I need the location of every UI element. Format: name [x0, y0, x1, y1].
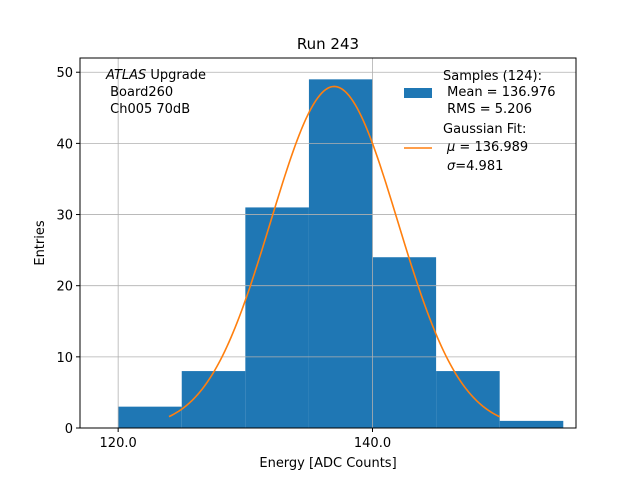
- histogram-bar-4: [372, 257, 437, 428]
- board-label: Board260: [106, 85, 173, 100]
- svg-text:σ=4.981: σ=4.981: [447, 159, 503, 174]
- y-axis-ticks: 0 10 20 30 40 50: [56, 66, 80, 437]
- histogram-bar-1: [181, 371, 246, 428]
- upgrade-label: Upgrade: [146, 68, 206, 83]
- x-tick-label-0: 120.0: [100, 436, 137, 451]
- y-tick-label-0: 0: [65, 422, 73, 437]
- chart-title: Run 243: [297, 35, 359, 53]
- x-tick-label-1: 140.0: [354, 436, 391, 451]
- x-axis-label: Energy [ADC Counts]: [259, 456, 396, 471]
- atlas-label: ATLAS: [105, 68, 146, 83]
- y-tick-label-3: 30: [56, 209, 73, 224]
- histogram-bar-2: [245, 207, 309, 428]
- legend-samples-rms: RMS = 5.206: [443, 102, 532, 117]
- legend-fit-mu-symbol: μ: [446, 140, 455, 155]
- legend-fit-sigma-value: =4.981: [455, 159, 503, 174]
- gaussian-fit-curve: [168, 85, 501, 418]
- svg-text:ATLAS Upgrade: ATLAS Upgrade: [105, 68, 206, 83]
- y-tick-label-1: 10: [56, 351, 73, 366]
- legend: Samples (124): Mean = 136.976 RMS = 5.20…: [404, 69, 555, 174]
- legend-fit-mu-value: = 136.989: [455, 140, 528, 155]
- y-axis-label: Entries: [33, 220, 48, 266]
- grid-lines: [80, 58, 576, 429]
- histogram-bar-3: [308, 79, 373, 428]
- legend-samples-title: Samples (124):: [443, 69, 542, 84]
- legend-samples-swatch: [404, 88, 432, 98]
- y-tick-label-2: 20: [56, 280, 73, 295]
- histogram-bar-5: [436, 371, 500, 428]
- legend-fit-sigma-symbol: σ: [447, 159, 456, 174]
- svg-text:μ = 136.989: μ = 136.989: [446, 140, 528, 155]
- channel-label: Ch005 70dB: [106, 102, 190, 117]
- legend-fit-title: Gaussian Fit:: [443, 122, 526, 137]
- x-axis-ticks: 120.0 140.0: [100, 428, 391, 451]
- y-tick-label-4: 40: [56, 137, 73, 152]
- atlas-annotation: ATLAS Upgrade Board260 Ch005 70dB: [105, 68, 206, 117]
- histogram-bar-6: [499, 420, 564, 428]
- y-tick-label-5: 50: [56, 66, 73, 81]
- histogram-bar-0: [118, 406, 182, 428]
- axes-frame: [79, 57, 577, 429]
- legend-samples-mean: Mean = 136.976: [443, 85, 555, 100]
